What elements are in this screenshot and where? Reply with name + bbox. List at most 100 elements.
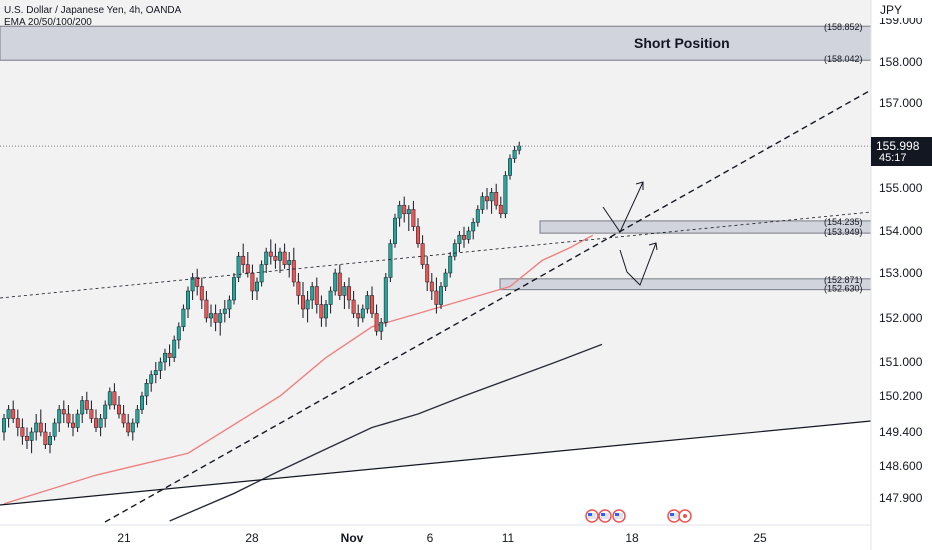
candle[interactable]	[370, 286, 374, 319]
candle[interactable]	[498, 196, 503, 219]
candle[interactable]	[167, 344, 172, 367]
candle[interactable]	[241, 243, 246, 273]
candle[interactable]	[406, 205, 411, 231]
candle[interactable]	[227, 295, 232, 319]
candle[interactable]	[374, 304, 379, 336]
candle[interactable]	[38, 409, 43, 437]
candle[interactable]	[52, 418, 57, 441]
candle[interactable]	[259, 260, 264, 287]
candle[interactable]	[434, 277, 439, 314]
candle[interactable]	[425, 256, 430, 291]
candle[interactable]	[379, 318, 384, 340]
candle[interactable]	[383, 273, 388, 327]
candle[interactable]	[112, 383, 117, 410]
candle[interactable]	[429, 273, 434, 300]
us-flag-icon[interactable]	[598, 509, 612, 523]
candle[interactable]	[34, 414, 39, 441]
candle[interactable]	[186, 286, 190, 319]
zone-0[interactable]	[0, 25, 871, 61]
lower-trendline[interactable]	[0, 420, 871, 506]
candle[interactable]	[512, 146, 517, 163]
candle[interactable]	[489, 188, 494, 214]
candle[interactable]	[305, 291, 310, 323]
candle[interactable]	[236, 252, 241, 282]
candle[interactable]	[71, 414, 75, 437]
candle[interactable]	[172, 335, 177, 362]
candle[interactable]	[163, 348, 167, 371]
candle[interactable]	[245, 252, 250, 278]
candle[interactable]	[466, 226, 471, 244]
candle[interactable]	[140, 391, 144, 414]
candle[interactable]	[351, 291, 356, 318]
candle[interactable]	[176, 322, 181, 349]
candle[interactable]	[347, 277, 351, 310]
candle[interactable]	[43, 423, 48, 449]
candle[interactable]	[144, 379, 149, 405]
candle[interactable]	[291, 247, 296, 287]
candle[interactable]	[337, 264, 342, 300]
candle[interactable]	[135, 405, 140, 428]
candle[interactable]	[420, 235, 425, 269]
candle[interactable]	[324, 300, 328, 327]
candle[interactable]	[282, 243, 287, 269]
candle[interactable]	[48, 432, 52, 454]
candle[interactable]	[457, 231, 462, 252]
candle[interactable]	[80, 396, 85, 423]
candle[interactable]	[213, 304, 218, 332]
candle[interactable]	[11, 400, 16, 424]
candle[interactable]	[121, 405, 126, 428]
candle[interactable]	[301, 282, 305, 318]
candle[interactable]	[264, 247, 269, 273]
candle[interactable]	[319, 295, 324, 327]
upper-trendline[interactable]	[0, 211, 871, 299]
candle[interactable]	[130, 418, 135, 441]
candle[interactable]	[452, 239, 457, 261]
candle[interactable]	[117, 396, 121, 419]
candle[interactable]	[84, 391, 89, 414]
candle[interactable]	[480, 192, 485, 214]
candle[interactable]	[333, 268, 338, 296]
candle[interactable]	[149, 370, 154, 392]
candle[interactable]	[310, 282, 315, 309]
candle[interactable]	[278, 247, 282, 273]
candle[interactable]	[66, 405, 71, 428]
candle[interactable]	[471, 218, 476, 240]
us-flag-icon[interactable]	[667, 509, 681, 523]
candle[interactable]	[360, 304, 365, 323]
candle[interactable]	[462, 226, 466, 248]
candle[interactable]	[103, 400, 108, 428]
candle[interactable]	[94, 409, 98, 433]
candle[interactable]	[448, 252, 453, 278]
candle[interactable]	[287, 252, 292, 278]
candle[interactable]	[222, 300, 227, 323]
candle[interactable]	[181, 304, 186, 332]
candle[interactable]	[273, 243, 278, 269]
candle[interactable]	[356, 304, 361, 327]
zone-1[interactable]	[539, 220, 871, 234]
candle[interactable]	[503, 171, 508, 219]
candle[interactable]	[195, 268, 200, 296]
projection-down-path[interactable]	[619, 242, 657, 286]
candle[interactable]	[439, 282, 443, 309]
candle[interactable]	[6, 405, 11, 428]
candle[interactable]	[29, 427, 34, 454]
candle[interactable]	[15, 409, 20, 437]
candle[interactable]	[107, 387, 112, 410]
candle[interactable]	[61, 400, 66, 424]
candle[interactable]	[508, 154, 512, 180]
candle[interactable]	[365, 291, 370, 314]
candle[interactable]	[57, 405, 62, 432]
event-dot-icon[interactable]	[678, 509, 692, 523]
candle[interactable]	[218, 309, 223, 336]
candle[interactable]	[393, 213, 397, 248]
candle[interactable]	[232, 273, 236, 305]
candle[interactable]	[485, 188, 489, 210]
candle[interactable]	[268, 239, 273, 265]
candle[interactable]	[126, 414, 131, 437]
candle[interactable]	[255, 277, 259, 301]
candle[interactable]	[475, 205, 480, 227]
us-flag-icon[interactable]	[585, 509, 599, 523]
candle[interactable]	[342, 282, 347, 309]
